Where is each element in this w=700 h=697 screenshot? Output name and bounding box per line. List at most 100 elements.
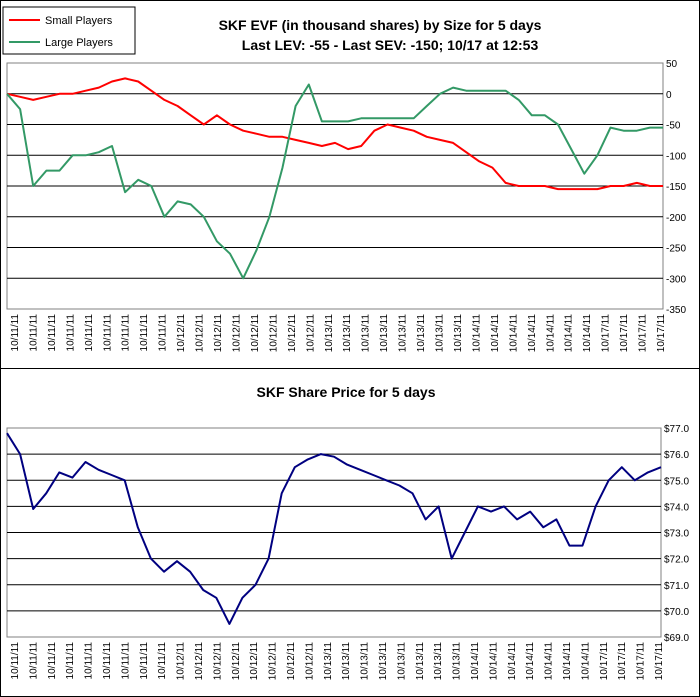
x-tick-label: 10/11/11 [139, 642, 150, 680]
x-tick-label: 10/14/11 [580, 642, 591, 681]
legend-label-small-players: Small Players [45, 15, 113, 27]
y-tick-label: $76.0 [664, 450, 689, 461]
x-tick-label: 10/11/11 [10, 642, 21, 680]
x-tick-label: 10/11/11 [120, 642, 131, 680]
x-tick-label: 10/17/11 [654, 642, 665, 681]
x-tick-label: 10/17/11 [617, 642, 628, 681]
x-tick-label: 10/13/11 [398, 314, 409, 353]
y-tick-label: -100 [666, 151, 686, 162]
series-line-skf-share-price [6, 432, 662, 625]
y-tick-label: $71.0 [664, 581, 689, 592]
x-tick-label: 10/11/11 [102, 314, 113, 352]
x-tick-label: 10/11/11 [157, 642, 168, 680]
y-tick-label: $72.0 [664, 555, 689, 566]
y-tick-label: 50 [666, 59, 678, 70]
legend-box [2, 6, 136, 55]
x-tick-label: 10/12/11 [286, 642, 297, 681]
x-tick-label: 10/17/11 [619, 314, 630, 353]
price-chart-title: SKF Share Price for 5 days [257, 384, 436, 400]
x-tick-label: 10/13/11 [323, 642, 334, 681]
x-tick-label: 10/12/11 [195, 314, 206, 353]
y-tick-label: -150 [666, 182, 686, 193]
y-tick-label: -200 [666, 213, 686, 224]
evf-legend: Small Players Large Players [2, 6, 136, 55]
x-tick-label: 10/11/11 [121, 314, 132, 352]
x-tick-label: 10/13/11 [379, 314, 390, 353]
x-tick-label: 10/17/11 [636, 642, 647, 681]
y-tick-label: $75.0 [664, 476, 689, 487]
x-tick-label: 10/11/11 [84, 314, 95, 352]
y-tick-label: $73.0 [664, 529, 689, 540]
x-tick-label: 10/14/11 [545, 314, 556, 353]
x-tick-label: 10/11/11 [28, 642, 39, 680]
x-tick-label: 10/13/11 [341, 642, 352, 681]
x-tick-label: 10/13/11 [378, 642, 389, 681]
x-tick-label: 10/13/11 [342, 314, 353, 353]
x-tick-label: 10/17/11 [638, 314, 649, 353]
x-tick-label: 10/13/11 [415, 642, 426, 681]
x-tick-label: 10/14/11 [471, 314, 482, 353]
x-tick-label: 10/12/11 [249, 642, 260, 681]
x-tick-label: 10/14/11 [490, 314, 501, 353]
x-tick-label: 10/14/11 [564, 314, 575, 353]
x-tick-label: 10/13/11 [396, 642, 407, 681]
x-tick-label: 10/14/11 [470, 642, 481, 681]
x-tick-label: 10/13/11 [452, 642, 463, 681]
x-tick-label: 10/11/11 [84, 642, 95, 680]
x-tick-label: 10/12/11 [176, 314, 187, 353]
x-tick-label: 10/11/11 [28, 314, 39, 352]
x-tick-label: 10/13/11 [324, 314, 335, 353]
x-tick-label: 10/13/11 [435, 314, 446, 353]
y-tick-label: -350 [666, 305, 686, 316]
x-tick-label: 10/11/11 [47, 314, 58, 352]
x-tick-label: 10/14/11 [488, 642, 499, 681]
x-tick-label: 10/17/11 [599, 642, 610, 681]
x-tick-label: 10/11/11 [65, 642, 76, 680]
x-tick-label: 10/12/11 [250, 314, 261, 353]
x-tick-label: 10/14/11 [544, 642, 555, 681]
y-tick-label: -250 [666, 244, 686, 255]
x-tick-label: 10/12/11 [213, 314, 224, 353]
x-tick-label: 10/11/11 [139, 314, 150, 352]
x-tick-label: 10/17/11 [656, 314, 667, 353]
x-tick-label: 10/14/11 [507, 642, 518, 681]
evf-chart-title: SKF EVF (in thousand shares) by Size for… [219, 17, 542, 33]
x-tick-label: 10/11/11 [47, 642, 58, 680]
x-tick-label: 10/14/11 [527, 314, 538, 353]
price-chart: SKF Share Price for 5 days $77.0 $76.0 $75… [6, 384, 689, 681]
x-tick-label: 10/11/11 [10, 314, 21, 352]
x-tick-label: 10/14/11 [562, 642, 573, 681]
x-tick-label: 10/11/11 [65, 314, 76, 352]
x-tick-label: 10/12/11 [304, 642, 315, 681]
x-tick-label: 10/14/11 [508, 314, 519, 353]
x-tick-label: 10/12/11 [268, 314, 279, 353]
x-tick-label: 10/14/11 [525, 642, 536, 681]
x-tick-label: 10/12/11 [212, 642, 223, 681]
legend-label-large-players: Large Players [45, 37, 113, 49]
y-tick-label: $77.0 [664, 424, 689, 435]
y-tick-label: $70.0 [664, 607, 689, 618]
x-tick-label: 10/13/11 [453, 314, 464, 353]
y-tick-label: 0 [666, 90, 672, 101]
y-tick-label: $74.0 [664, 502, 689, 513]
series-line-small-players [6, 77, 663, 191]
evf-chart-subtitle: Last LEV: -55 - Last SEV: -150; 10/17 at… [242, 37, 539, 53]
x-tick-label: 10/12/11 [305, 314, 316, 353]
y-tick-label: -50 [666, 121, 681, 132]
series-line-large-players [6, 83, 663, 280]
x-tick-label: 10/13/11 [361, 314, 372, 353]
x-tick-label: 10/12/11 [287, 314, 298, 353]
x-tick-label: 10/12/11 [231, 642, 242, 681]
y-tick-label: -300 [666, 274, 686, 285]
x-tick-label: 10/12/11 [231, 314, 242, 353]
x-tick-label: 10/13/11 [360, 642, 371, 681]
x-tick-label: 10/12/11 [194, 642, 205, 681]
x-tick-label: 10/13/11 [416, 314, 427, 353]
x-tick-label: 10/12/11 [268, 642, 279, 681]
x-tick-label: 10/17/11 [601, 314, 612, 353]
y-tick-label: $69.0 [664, 633, 689, 644]
x-tick-label: 10/11/11 [102, 642, 113, 680]
evf-chart: SKF EVF (in thousand shares) by Size for… [2, 6, 686, 353]
x-tick-label: 10/12/11 [176, 642, 187, 681]
